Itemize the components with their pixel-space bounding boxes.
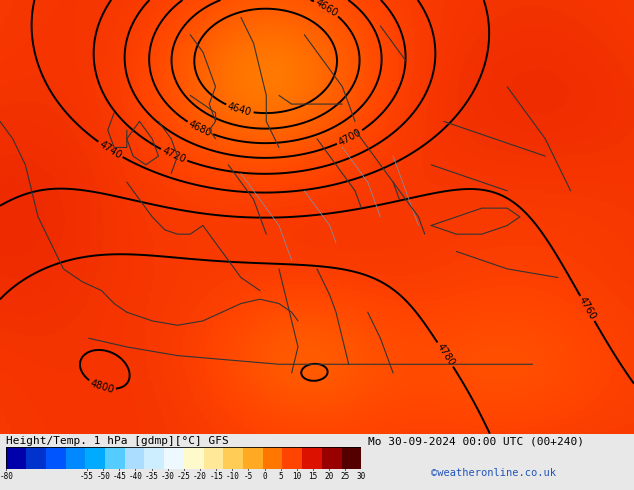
Bar xyxy=(164,447,184,468)
Text: -45: -45 xyxy=(112,472,126,481)
Bar xyxy=(145,447,164,468)
Text: Height/Temp. 1 hPa [gdmp][°C] GFS: Height/Temp. 1 hPa [gdmp][°C] GFS xyxy=(6,437,229,446)
Text: 4720: 4720 xyxy=(160,146,187,165)
Text: 5: 5 xyxy=(278,472,283,481)
Text: -35: -35 xyxy=(145,472,158,481)
Text: -10: -10 xyxy=(225,472,239,481)
Bar xyxy=(342,447,361,468)
Bar xyxy=(302,447,322,468)
Text: -5: -5 xyxy=(244,472,253,481)
Bar xyxy=(283,447,302,468)
Bar xyxy=(125,447,145,468)
Text: -30: -30 xyxy=(161,472,174,481)
Text: -50: -50 xyxy=(96,472,110,481)
Bar xyxy=(46,447,65,468)
Bar xyxy=(85,447,105,468)
Text: 20: 20 xyxy=(325,472,333,481)
Bar xyxy=(204,447,223,468)
Text: 4740: 4740 xyxy=(97,139,124,161)
Text: 4660: 4660 xyxy=(313,0,340,19)
Text: -25: -25 xyxy=(177,472,191,481)
Bar xyxy=(262,447,283,468)
Text: 4780: 4780 xyxy=(434,342,456,368)
Bar xyxy=(322,447,342,468)
Bar xyxy=(184,447,204,468)
Text: -20: -20 xyxy=(193,472,207,481)
Bar xyxy=(223,447,243,468)
Text: 25: 25 xyxy=(340,472,350,481)
Text: 4640: 4640 xyxy=(226,101,253,118)
Text: -40: -40 xyxy=(129,472,143,481)
Text: 15: 15 xyxy=(308,472,318,481)
Bar xyxy=(26,447,46,468)
Bar xyxy=(105,447,125,468)
Text: 10: 10 xyxy=(292,472,301,481)
Bar xyxy=(65,447,85,468)
Text: 4680: 4680 xyxy=(187,119,213,139)
Text: ©weatheronline.co.uk: ©weatheronline.co.uk xyxy=(431,468,556,478)
Bar xyxy=(243,447,262,468)
Text: -15: -15 xyxy=(209,472,223,481)
Text: -80: -80 xyxy=(0,472,13,481)
Text: 30: 30 xyxy=(357,472,366,481)
Text: 4800: 4800 xyxy=(89,378,115,395)
Text: Mo 30-09-2024 00:00 UTC (00+240): Mo 30-09-2024 00:00 UTC (00+240) xyxy=(368,437,584,446)
Text: 4760: 4760 xyxy=(577,295,598,321)
Text: 0: 0 xyxy=(262,472,267,481)
Text: -55: -55 xyxy=(80,472,94,481)
Text: 4700: 4700 xyxy=(337,127,363,148)
Bar xyxy=(6,447,26,468)
